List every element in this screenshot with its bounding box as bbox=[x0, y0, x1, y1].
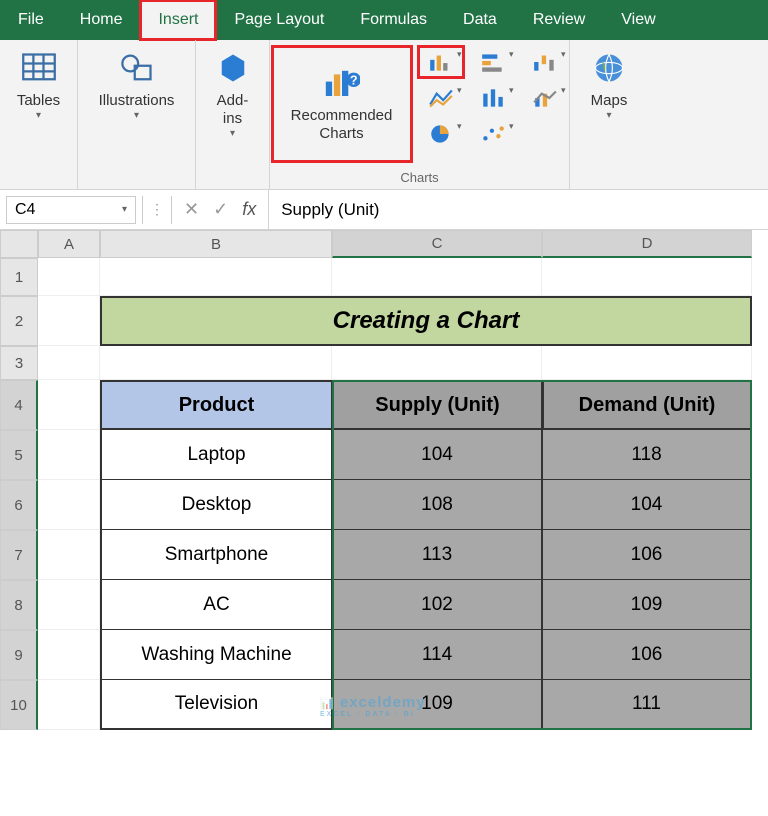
table-cell: 102 bbox=[332, 580, 542, 630]
table-cell: AC bbox=[100, 580, 332, 630]
column-chart-button[interactable]: ▾ bbox=[418, 46, 464, 78]
table-cell: Washing Machine bbox=[100, 630, 332, 680]
tab-review[interactable]: Review bbox=[515, 0, 603, 40]
table-cell: 118 bbox=[542, 430, 752, 480]
table-cell: 114 bbox=[332, 630, 542, 680]
table-cell: 106 bbox=[542, 630, 752, 680]
table-cell: 108 bbox=[332, 480, 542, 530]
col-header[interactable]: D bbox=[542, 230, 752, 258]
col-header[interactable]: A bbox=[38, 230, 100, 258]
waterfall-chart-button[interactable]: ▾ bbox=[522, 46, 568, 78]
maps-button[interactable]: Maps ▾ bbox=[579, 46, 639, 126]
addins-icon bbox=[215, 50, 251, 86]
chart-type-grid: ▾ ▾ ▾ ▾ ▾ ▾ ▾ ▾ bbox=[418, 46, 568, 150]
chevron-down-icon: ▾ bbox=[606, 110, 611, 122]
tab-file[interactable]: File bbox=[0, 0, 62, 40]
charts-group-label: Charts bbox=[270, 170, 569, 185]
line-chart-button[interactable]: ▾ bbox=[418, 82, 464, 114]
recommended-charts-label: Recommended Charts bbox=[291, 107, 393, 143]
illustrations-label: Illustrations bbox=[99, 92, 175, 110]
group-charts: ? Recommended Charts ▾ ▾ ▾ ▾ ▾ ▾ ▾ ▾ Cha… bbox=[270, 40, 570, 189]
table-cell: 104 bbox=[542, 480, 752, 530]
row-header[interactable]: 1 bbox=[0, 258, 38, 296]
table-cell: 111 bbox=[542, 680, 752, 730]
row-header[interactable]: 4 bbox=[0, 380, 38, 430]
tables-button[interactable]: Tables ▾ bbox=[9, 46, 69, 126]
col-header[interactable]: B bbox=[100, 230, 332, 258]
sheet-title: Creating a Chart bbox=[100, 296, 752, 346]
combo-chart-button[interactable]: ▾ bbox=[522, 82, 568, 114]
row-header[interactable]: 3 bbox=[0, 346, 38, 380]
svg-text:?: ? bbox=[349, 73, 357, 87]
table-header: Demand (Unit) bbox=[542, 380, 752, 430]
pie-chart-button[interactable]: ▾ bbox=[418, 118, 464, 150]
table-cell: 109 bbox=[332, 680, 542, 730]
recommended-charts-icon: ? bbox=[324, 65, 360, 101]
enter-icon[interactable]: ✓ bbox=[213, 199, 228, 220]
formula-input[interactable]: Supply (Unit) bbox=[268, 190, 768, 229]
chevron-down-icon: ▾ bbox=[230, 128, 235, 140]
cancel-icon[interactable]: ✕ bbox=[184, 199, 199, 220]
tab-insert[interactable]: Insert bbox=[140, 0, 216, 40]
table-header: Supply (Unit) bbox=[332, 380, 542, 430]
tab-data[interactable]: Data bbox=[445, 0, 515, 40]
row-header[interactable]: 10 bbox=[0, 680, 38, 730]
fx-icon[interactable]: fx bbox=[242, 199, 256, 220]
ribbon: Tables ▾ Illustrations ▾ Add- ins ▾ ? bbox=[0, 40, 768, 190]
table-cell: 106 bbox=[542, 530, 752, 580]
recommended-charts-button[interactable]: ? Recommended Charts bbox=[272, 46, 412, 162]
table-cell: Laptop bbox=[100, 430, 332, 480]
illustrations-button[interactable]: Illustrations ▾ bbox=[93, 46, 181, 126]
select-all-corner[interactable] bbox=[0, 230, 38, 258]
chevron-down-icon: ▾ bbox=[36, 110, 41, 122]
bar-chart-button[interactable]: ▾ bbox=[470, 46, 516, 78]
group-addins: Add- ins ▾ bbox=[196, 40, 270, 189]
tab-formulas[interactable]: Formulas bbox=[342, 0, 445, 40]
addins-label: Add- ins bbox=[217, 92, 249, 128]
chevron-down-icon: ▾ bbox=[122, 204, 127, 215]
chevron-down-icon: ▾ bbox=[134, 110, 139, 122]
maps-label: Maps bbox=[591, 92, 628, 110]
worksheet-grid[interactable]: A B C D 1 2 Creating a Chart 3 4 Product… bbox=[0, 230, 768, 730]
statistic-chart-button[interactable]: ▾ bbox=[470, 82, 516, 114]
name-box-value: C4 bbox=[15, 201, 35, 219]
table-cell: 104 bbox=[332, 430, 542, 480]
row-header[interactable]: 5 bbox=[0, 430, 38, 480]
tables-label: Tables bbox=[17, 92, 60, 110]
group-tables: Tables ▾ bbox=[0, 40, 78, 189]
tab-page-layout[interactable]: Page Layout bbox=[216, 0, 342, 40]
col-header[interactable]: C bbox=[332, 230, 542, 258]
row-header[interactable]: 6 bbox=[0, 480, 38, 530]
group-maps: Maps ▾ bbox=[570, 40, 648, 189]
formula-bar: C4 ▾ ⋮ ✕ ✓ fx Supply (Unit) bbox=[0, 190, 768, 230]
row-header[interactable]: 2 bbox=[0, 296, 38, 346]
table-cell: Television bbox=[100, 680, 332, 730]
table-cell: 113 bbox=[332, 530, 542, 580]
tables-icon bbox=[21, 50, 57, 86]
row-header[interactable]: 9 bbox=[0, 630, 38, 680]
table-cell: Desktop bbox=[100, 480, 332, 530]
tab-view[interactable]: View bbox=[603, 0, 673, 40]
scatter-chart-button[interactable]: ▾ bbox=[470, 118, 516, 150]
addins-button[interactable]: Add- ins ▾ bbox=[203, 46, 263, 144]
table-header: Product bbox=[100, 380, 332, 430]
table-cell: Smartphone bbox=[100, 530, 332, 580]
row-header[interactable]: 7 bbox=[0, 530, 38, 580]
group-illustrations: Illustrations ▾ bbox=[78, 40, 196, 189]
tab-home[interactable]: Home bbox=[62, 0, 141, 40]
row-header[interactable]: 8 bbox=[0, 580, 38, 630]
illustrations-icon bbox=[119, 50, 155, 86]
ribbon-tabs: File Home Insert Page Layout Formulas Da… bbox=[0, 0, 768, 40]
table-cell: 109 bbox=[542, 580, 752, 630]
maps-icon bbox=[591, 50, 627, 86]
name-box[interactable]: C4 ▾ bbox=[6, 196, 136, 224]
